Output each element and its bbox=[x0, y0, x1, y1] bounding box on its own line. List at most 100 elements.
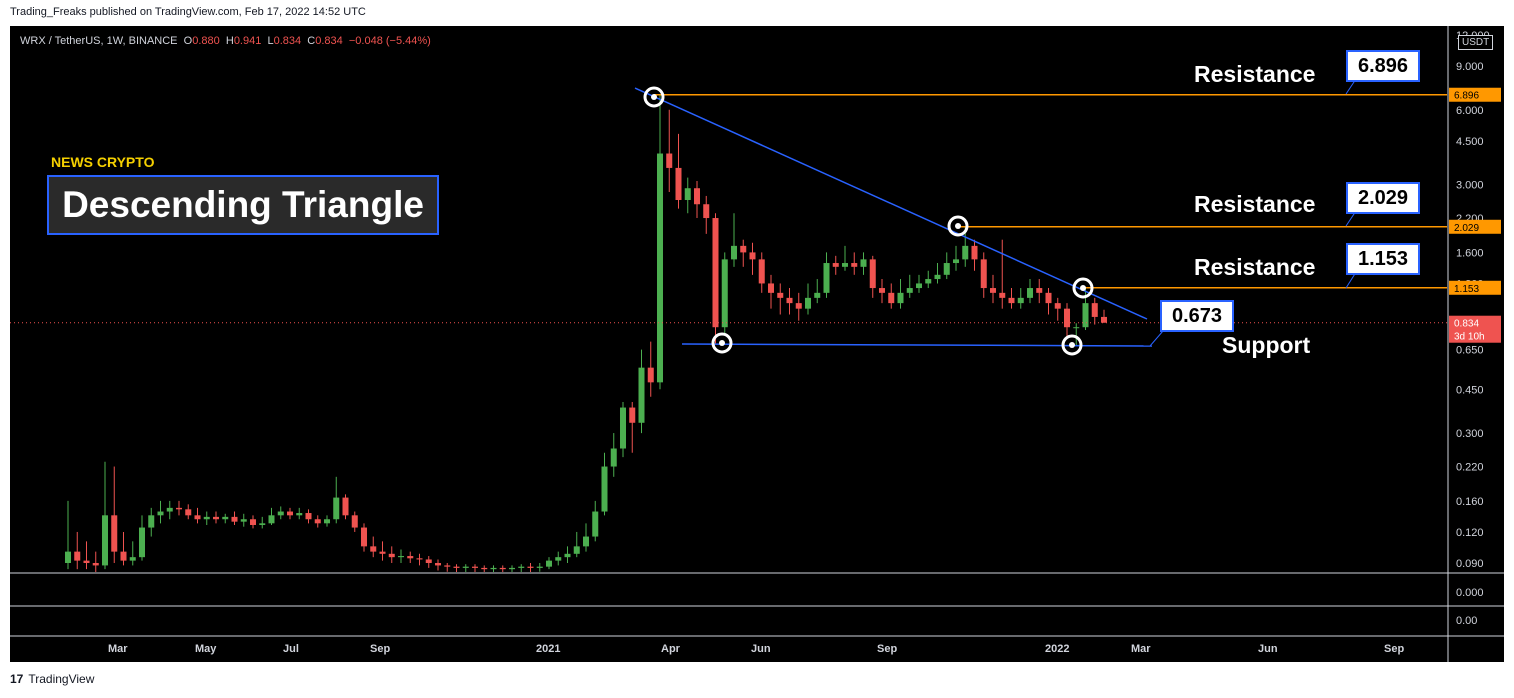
candle-body bbox=[342, 497, 349, 516]
candle-body bbox=[101, 515, 109, 566]
close-value: 0.834 bbox=[315, 35, 343, 47]
indicator-tick-label: 0.00 bbox=[1456, 615, 1477, 627]
callout-0673[interactable]: 0.673 bbox=[1160, 300, 1234, 332]
candle-body bbox=[980, 259, 987, 289]
price-tag-label: 2.029 bbox=[1454, 223, 1479, 234]
candle-body bbox=[453, 566, 460, 568]
tradingview-logo-icon[interactable]: 17 bbox=[10, 672, 24, 686]
currency-badge[interactable]: USDT bbox=[1458, 35, 1494, 50]
high-label: H bbox=[225, 35, 234, 47]
candle-body bbox=[684, 188, 691, 201]
candle-body bbox=[1091, 303, 1098, 317]
candle-body bbox=[555, 557, 562, 561]
candle-body bbox=[490, 567, 497, 570]
candle-body bbox=[758, 259, 765, 284]
candle-body bbox=[730, 245, 738, 260]
candle-body bbox=[175, 507, 183, 510]
footer: 17 TradingView bbox=[10, 672, 94, 686]
touch-point-dot bbox=[1069, 342, 1075, 348]
touch-point-marker bbox=[643, 86, 665, 108]
low-value: 0.834 bbox=[273, 35, 302, 47]
y-tick-label: 0.450 bbox=[1456, 384, 1484, 396]
candle-body bbox=[536, 566, 543, 568]
candle-body bbox=[869, 259, 876, 289]
symbol-info: WRX / TetherUS, 1W, BINANCE O0.880 H0.94… bbox=[20, 35, 431, 47]
candle-body bbox=[157, 511, 164, 516]
candlestick-chart[interactable]: 12.0009.0006.0004.5003.0002.2001.6001.20… bbox=[10, 26, 1504, 662]
candle-body bbox=[379, 551, 386, 554]
candle-body bbox=[573, 546, 580, 554]
chart-frame[interactable]: 12.0009.0006.0004.5003.0002.2001.6001.20… bbox=[10, 26, 1504, 662]
close-label: C bbox=[307, 35, 316, 47]
candle-body bbox=[878, 288, 886, 293]
candle-body bbox=[508, 567, 516, 570]
low-label: L bbox=[267, 35, 274, 47]
y-tick-label: 9.000 bbox=[1456, 61, 1484, 73]
touch-point-marker bbox=[1072, 277, 1094, 299]
change-value: −0.048 (−5.44%) bbox=[348, 35, 431, 47]
candle-body bbox=[1017, 297, 1024, 304]
candle-body bbox=[1054, 303, 1061, 309]
candle-body bbox=[832, 263, 839, 267]
candle-body bbox=[721, 259, 728, 328]
candle-body bbox=[564, 553, 571, 558]
candle-body bbox=[971, 245, 978, 260]
candle-body bbox=[841, 263, 849, 267]
candle-body bbox=[351, 515, 358, 528]
callout-2029[interactable]: 2.029 bbox=[1346, 182, 1420, 214]
candle-body bbox=[370, 546, 377, 552]
candle-body bbox=[407, 556, 414, 559]
candle-body bbox=[619, 407, 627, 449]
candle-body bbox=[925, 279, 932, 284]
candle-body bbox=[120, 551, 127, 561]
candle-body bbox=[314, 519, 321, 524]
footer-brand[interactable]: TradingView bbox=[28, 672, 95, 686]
candle-body bbox=[712, 218, 719, 328]
candle-body bbox=[1036, 288, 1043, 293]
candle-body bbox=[83, 560, 90, 563]
candle-body bbox=[74, 551, 81, 561]
descending-trendline bbox=[634, 87, 1148, 320]
y-tick-label: 0.120 bbox=[1456, 527, 1484, 539]
candle-body bbox=[92, 563, 99, 566]
price-tag bbox=[1449, 328, 1501, 343]
candle-body bbox=[888, 292, 895, 304]
open-value: 0.880 bbox=[192, 35, 220, 47]
candle-body bbox=[934, 274, 941, 280]
candle-body bbox=[518, 566, 525, 568]
candle-body bbox=[185, 509, 192, 516]
candle-body bbox=[786, 297, 793, 304]
candle-body bbox=[296, 513, 303, 516]
candle-body bbox=[804, 297, 812, 309]
y-tick-label: 0.650 bbox=[1456, 345, 1484, 357]
touch-point-marker bbox=[1061, 334, 1083, 356]
open-label: O bbox=[183, 35, 193, 47]
candle-body bbox=[323, 519, 331, 524]
indicator-tick-label: 0.000 bbox=[1456, 587, 1484, 599]
candle-body bbox=[860, 259, 867, 267]
candle-body bbox=[360, 527, 368, 547]
candle-body bbox=[222, 516, 229, 520]
x-tick-label: Apr bbox=[661, 643, 681, 655]
candle-body bbox=[693, 188, 701, 205]
x-tick-label: Mar bbox=[108, 643, 128, 655]
publisher-line: Trading_Freaks published on TradingView.… bbox=[10, 6, 366, 18]
candle-body bbox=[656, 153, 664, 383]
candle-body bbox=[999, 292, 1006, 298]
candle-body bbox=[268, 515, 275, 524]
x-tick-label: 2022 bbox=[1045, 643, 1069, 655]
candle-body bbox=[545, 560, 553, 567]
candle-body bbox=[943, 263, 950, 275]
candle-body bbox=[166, 507, 173, 512]
callout-1153[interactable]: 1.153 bbox=[1346, 243, 1420, 275]
x-tick-label: Mar bbox=[1131, 643, 1151, 655]
candle-body bbox=[629, 407, 636, 423]
candle-body bbox=[333, 497, 340, 520]
price-tag bbox=[1449, 87, 1501, 102]
callout-6896[interactable]: 6.896 bbox=[1346, 50, 1420, 82]
candle-body bbox=[1045, 292, 1052, 304]
callout-connector bbox=[1149, 330, 1164, 347]
price-tag-label: 1.153 bbox=[1454, 284, 1479, 295]
candle-body bbox=[425, 559, 432, 563]
candle-body bbox=[527, 566, 534, 568]
